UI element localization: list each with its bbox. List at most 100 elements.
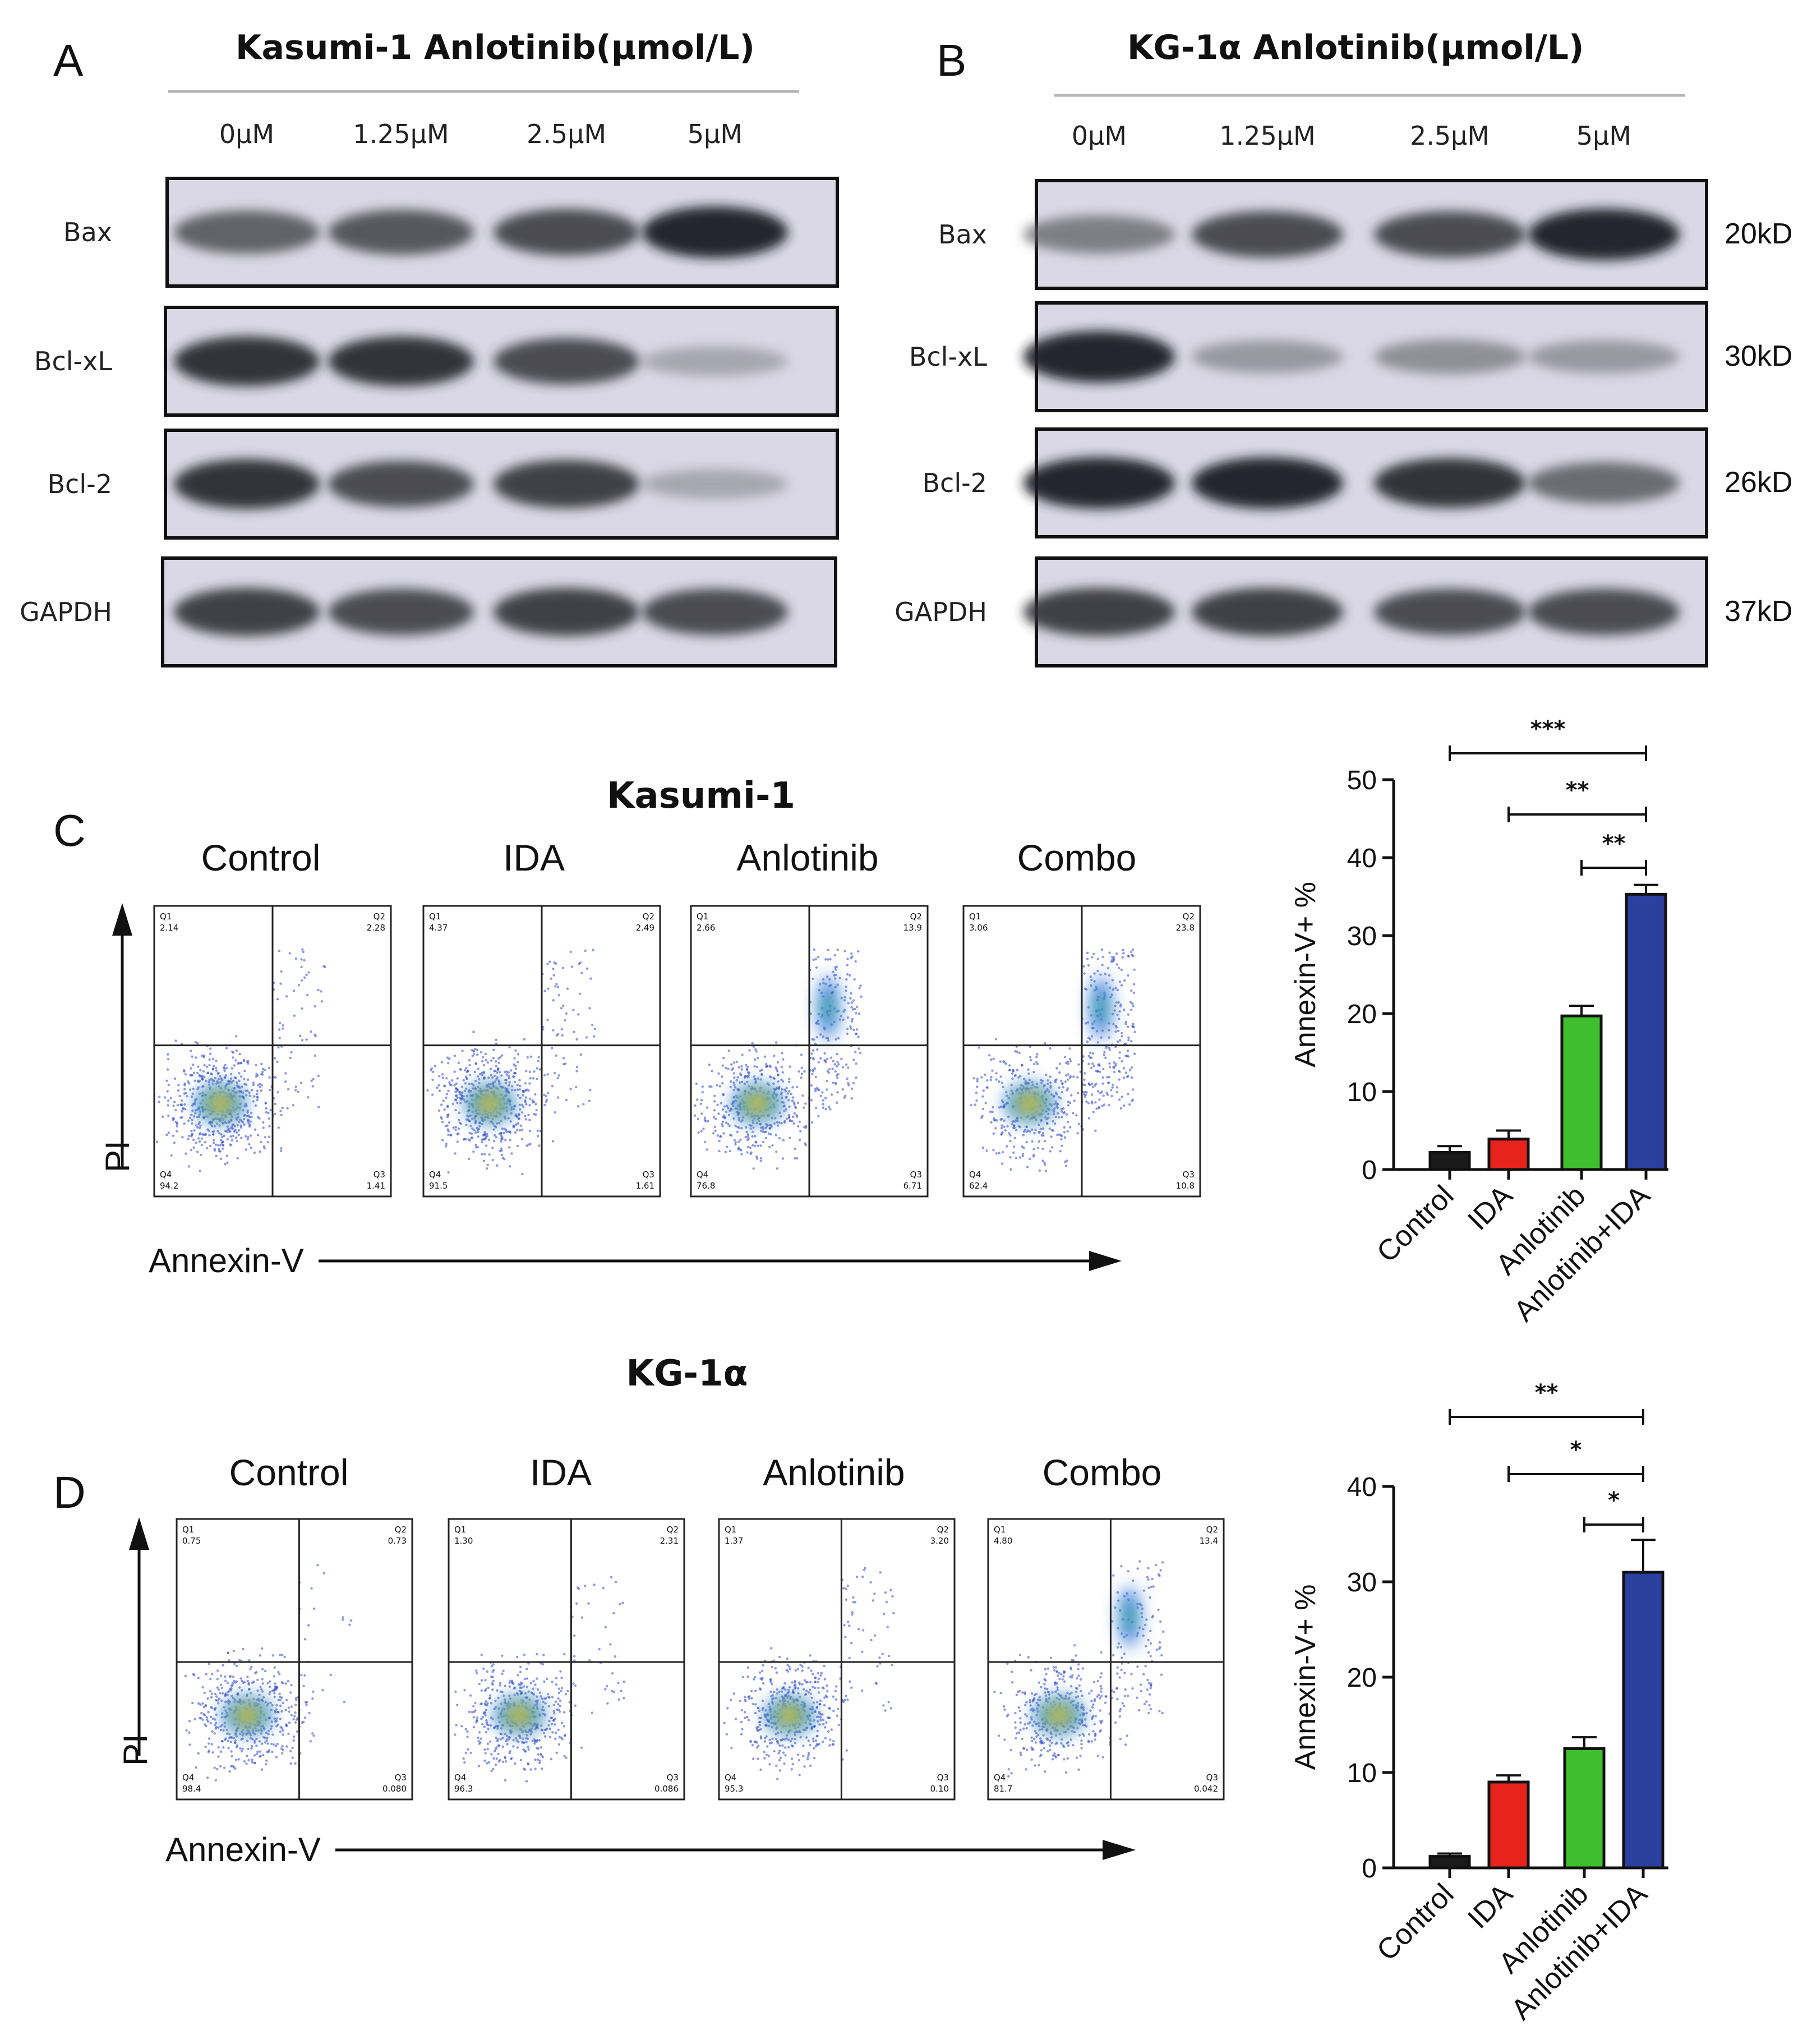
flow-event-dot	[791, 1681, 794, 1684]
flow-event-dot	[246, 1679, 249, 1682]
flow-event-dot	[759, 1768, 762, 1771]
blot-band	[174, 588, 320, 636]
flow-event-dot	[529, 1682, 532, 1684]
flow-event-dot	[992, 1117, 995, 1120]
flow-event-dot	[167, 1053, 169, 1056]
flow-event-dot	[210, 1696, 213, 1699]
flow-event-dot	[280, 1696, 283, 1699]
flow-event-dot	[522, 1685, 525, 1688]
flow-event-dot	[474, 1709, 477, 1712]
flow-event-dot	[1126, 1025, 1129, 1028]
flow-event-dot	[746, 1135, 749, 1138]
flow-event-dot	[850, 1006, 853, 1009]
flow-event-dot	[545, 1101, 548, 1103]
flow-event-dot	[832, 1695, 835, 1698]
flow-event-dot	[1063, 1056, 1067, 1058]
flow-event-dot	[504, 1081, 508, 1085]
flow-event-dot	[759, 1687, 762, 1690]
flow-event-dot	[762, 1664, 765, 1666]
flow-event-dot	[1087, 1062, 1090, 1066]
flow-event-dot	[482, 1159, 486, 1162]
flow-event-dot	[754, 1135, 757, 1138]
flow-event-dot	[502, 1131, 505, 1135]
flow-event-dot	[577, 1105, 580, 1108]
flow-event-dot	[236, 1124, 239, 1126]
flow-event-dot	[1013, 1136, 1016, 1140]
panel-d-y-axis-label: PI	[117, 1734, 154, 1766]
flow-event-dot	[453, 1070, 456, 1073]
flow-event-dot	[771, 1694, 774, 1697]
flow-event-dot	[174, 1039, 177, 1042]
flow-event-dot	[834, 1081, 837, 1084]
flow-event-dot	[1006, 1662, 1009, 1665]
flow-event-dot	[232, 1134, 234, 1138]
flow-density-core	[219, 1693, 276, 1738]
flow-event-dot	[199, 1170, 201, 1172]
flow-event-dot	[1101, 955, 1104, 959]
flow-event-dot	[1094, 1715, 1097, 1718]
flow-event-dot	[262, 1121, 265, 1124]
flow-event-dot	[561, 1687, 564, 1689]
flow-event-dot	[217, 1746, 220, 1749]
flow-event-dot	[1127, 1013, 1130, 1016]
flow-event-dot	[1061, 1116, 1064, 1118]
flow-event-dot	[214, 1779, 217, 1781]
flow-event-dot	[185, 1729, 188, 1732]
flow-event-dot	[1055, 1067, 1058, 1070]
flow-event-dot	[746, 1715, 749, 1719]
flow-event-dot	[826, 1079, 828, 1083]
y-tick-label: 0	[1362, 1155, 1377, 1185]
flow-event-dot	[1018, 1654, 1022, 1656]
flow-event-dot	[780, 1690, 783, 1693]
flow-event-dot	[1127, 974, 1129, 977]
flow-event-dot	[836, 1714, 838, 1717]
flow-event-dot	[1127, 1075, 1129, 1078]
flow-event-dot	[519, 1670, 522, 1674]
flow-event-dot	[845, 1587, 847, 1590]
flow-event-dot	[593, 1028, 597, 1030]
flow-event-dot	[733, 1061, 736, 1064]
flow-event-dot	[754, 1140, 757, 1143]
flow-event-dot	[496, 1738, 499, 1741]
flow-event-dot	[991, 1111, 994, 1113]
flow-event-dot	[1149, 1687, 1152, 1689]
flow-event-dot	[261, 1070, 264, 1074]
flow-event-dot	[751, 1144, 754, 1147]
flow-event-dot	[1060, 1079, 1063, 1083]
flow-event-dot	[1131, 948, 1135, 951]
flow-event-dot	[564, 1019, 566, 1022]
flow-event-dot	[975, 1099, 978, 1102]
flow-event-dot	[850, 1020, 854, 1023]
flow-event-dot	[214, 1727, 218, 1730]
flow-event-dot	[727, 1122, 730, 1126]
flow-event-dot	[1044, 1668, 1047, 1670]
flow-event-dot	[759, 1157, 763, 1160]
flow-event-dot	[479, 1051, 483, 1054]
quadrant-q1-value: 2.14	[160, 923, 178, 933]
flow-event-dot	[256, 1134, 260, 1136]
flow-event-dot	[845, 1749, 848, 1752]
flow-event-dot	[730, 1698, 732, 1701]
flow-event-dot	[1049, 1047, 1052, 1050]
flow-event-dot	[222, 1144, 224, 1147]
flow-event-dot	[474, 1144, 477, 1147]
flow-event-dot	[1033, 1132, 1036, 1135]
flow-event-dot	[279, 982, 282, 985]
flow-event-dot	[531, 1099, 534, 1102]
y-tick-label: 0	[1362, 1854, 1377, 1884]
flow-event-dot	[725, 1733, 729, 1735]
flow-event-dot	[1014, 1711, 1017, 1715]
flow-event-dot	[593, 1583, 596, 1586]
flow-event-dot	[455, 1724, 458, 1727]
flow-event-dot	[1117, 1001, 1120, 1004]
flow-event-dot	[1022, 1134, 1025, 1136]
flow-event-dot	[1059, 1062, 1062, 1065]
flow-event-dot	[538, 1759, 541, 1762]
flow-event-dot	[1046, 1667, 1050, 1670]
flow-event-dot	[282, 1024, 284, 1027]
flow-event-dot	[575, 1066, 579, 1069]
flow-event-dot	[548, 960, 551, 963]
quadrant-q1-label: Q1	[697, 911, 708, 922]
